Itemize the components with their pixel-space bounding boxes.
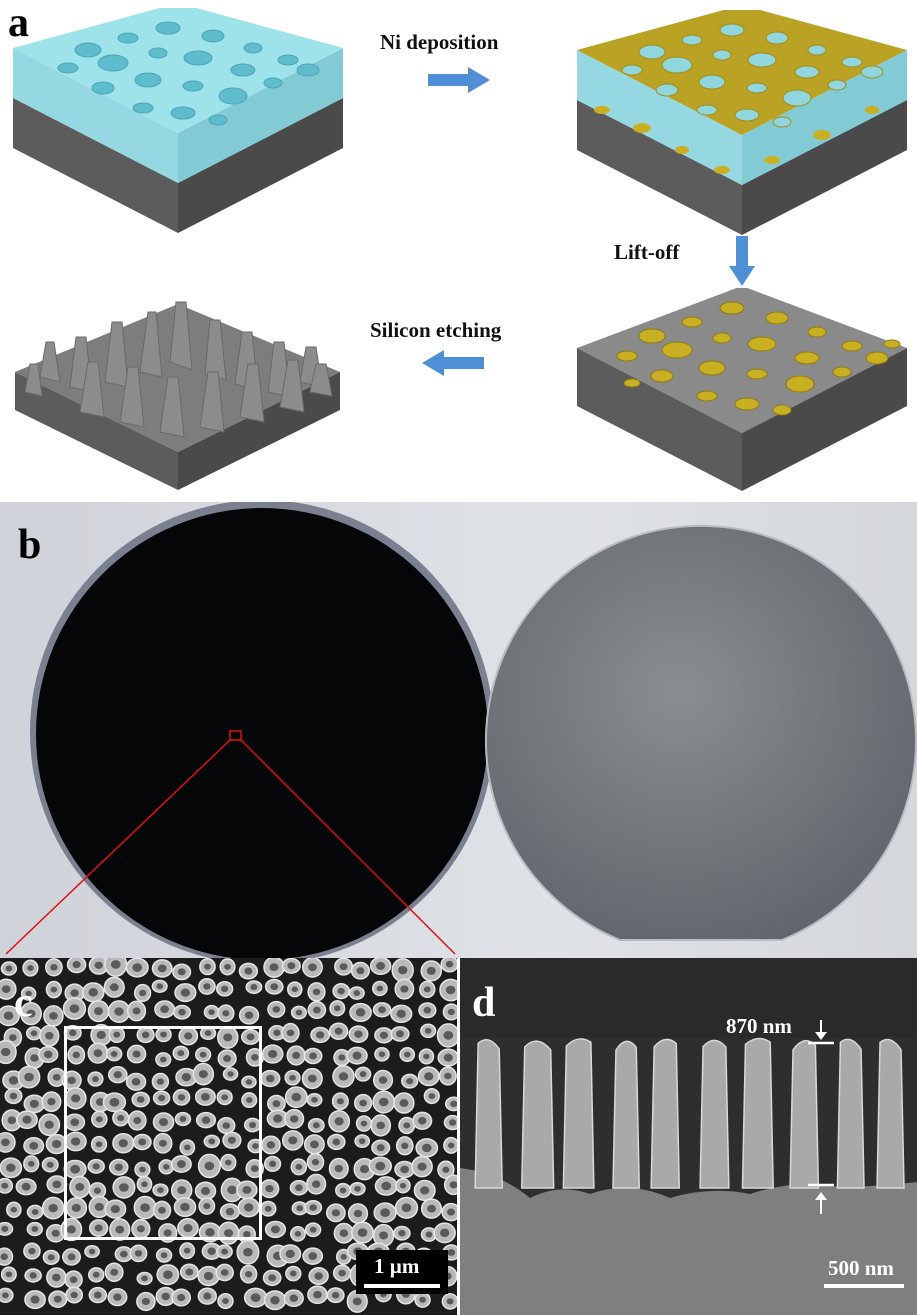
etched-silicon-block xyxy=(15,301,340,490)
arrow-left-icon xyxy=(422,350,484,376)
depth-arrow-top-icon xyxy=(808,1020,834,1045)
depth-arrow-bottom-icon xyxy=(808,1183,834,1214)
step-label-lift-off: Lift-off xyxy=(614,240,680,264)
arrow-right-icon xyxy=(428,67,490,93)
sem-cross-section-panel: d 870 nm 500 nm xyxy=(460,958,917,1315)
scalebar-c: 1 µm xyxy=(356,1250,448,1294)
scalebar-d-label: 500 nm xyxy=(828,1256,894,1280)
sem-cross-section-image xyxy=(460,958,917,1315)
zoom-region-marker xyxy=(229,730,242,741)
step-label-silicon-etching: Silicon etching xyxy=(370,318,502,342)
panel-label-d: d xyxy=(472,980,496,1026)
resist-on-silicon-block xyxy=(13,8,343,233)
nickel-dots-block xyxy=(577,288,907,491)
etch-depth-label: 870 nm xyxy=(726,1014,792,1038)
step-label-ni-deposition: Ni deposition xyxy=(380,30,499,54)
panel-label-a: a xyxy=(8,0,29,46)
sem-top-view-panel: c 1 µm xyxy=(0,958,457,1315)
wafer-photo xyxy=(5,502,917,958)
inset-region-box xyxy=(64,1026,262,1240)
panel-label-c: c xyxy=(14,980,33,1026)
panel-label-b: b xyxy=(18,522,42,568)
nickel-deposited-block xyxy=(577,10,907,235)
scalebar-c-label: 1 µm xyxy=(374,1254,420,1278)
wafer-photo-panel: b xyxy=(0,502,917,958)
scalebar-d-line xyxy=(824,1284,904,1288)
process-schematic-panel: a Ni deposition xyxy=(0,0,917,500)
arrow-down-icon xyxy=(729,236,755,286)
scalebar-c-line xyxy=(364,1284,440,1288)
